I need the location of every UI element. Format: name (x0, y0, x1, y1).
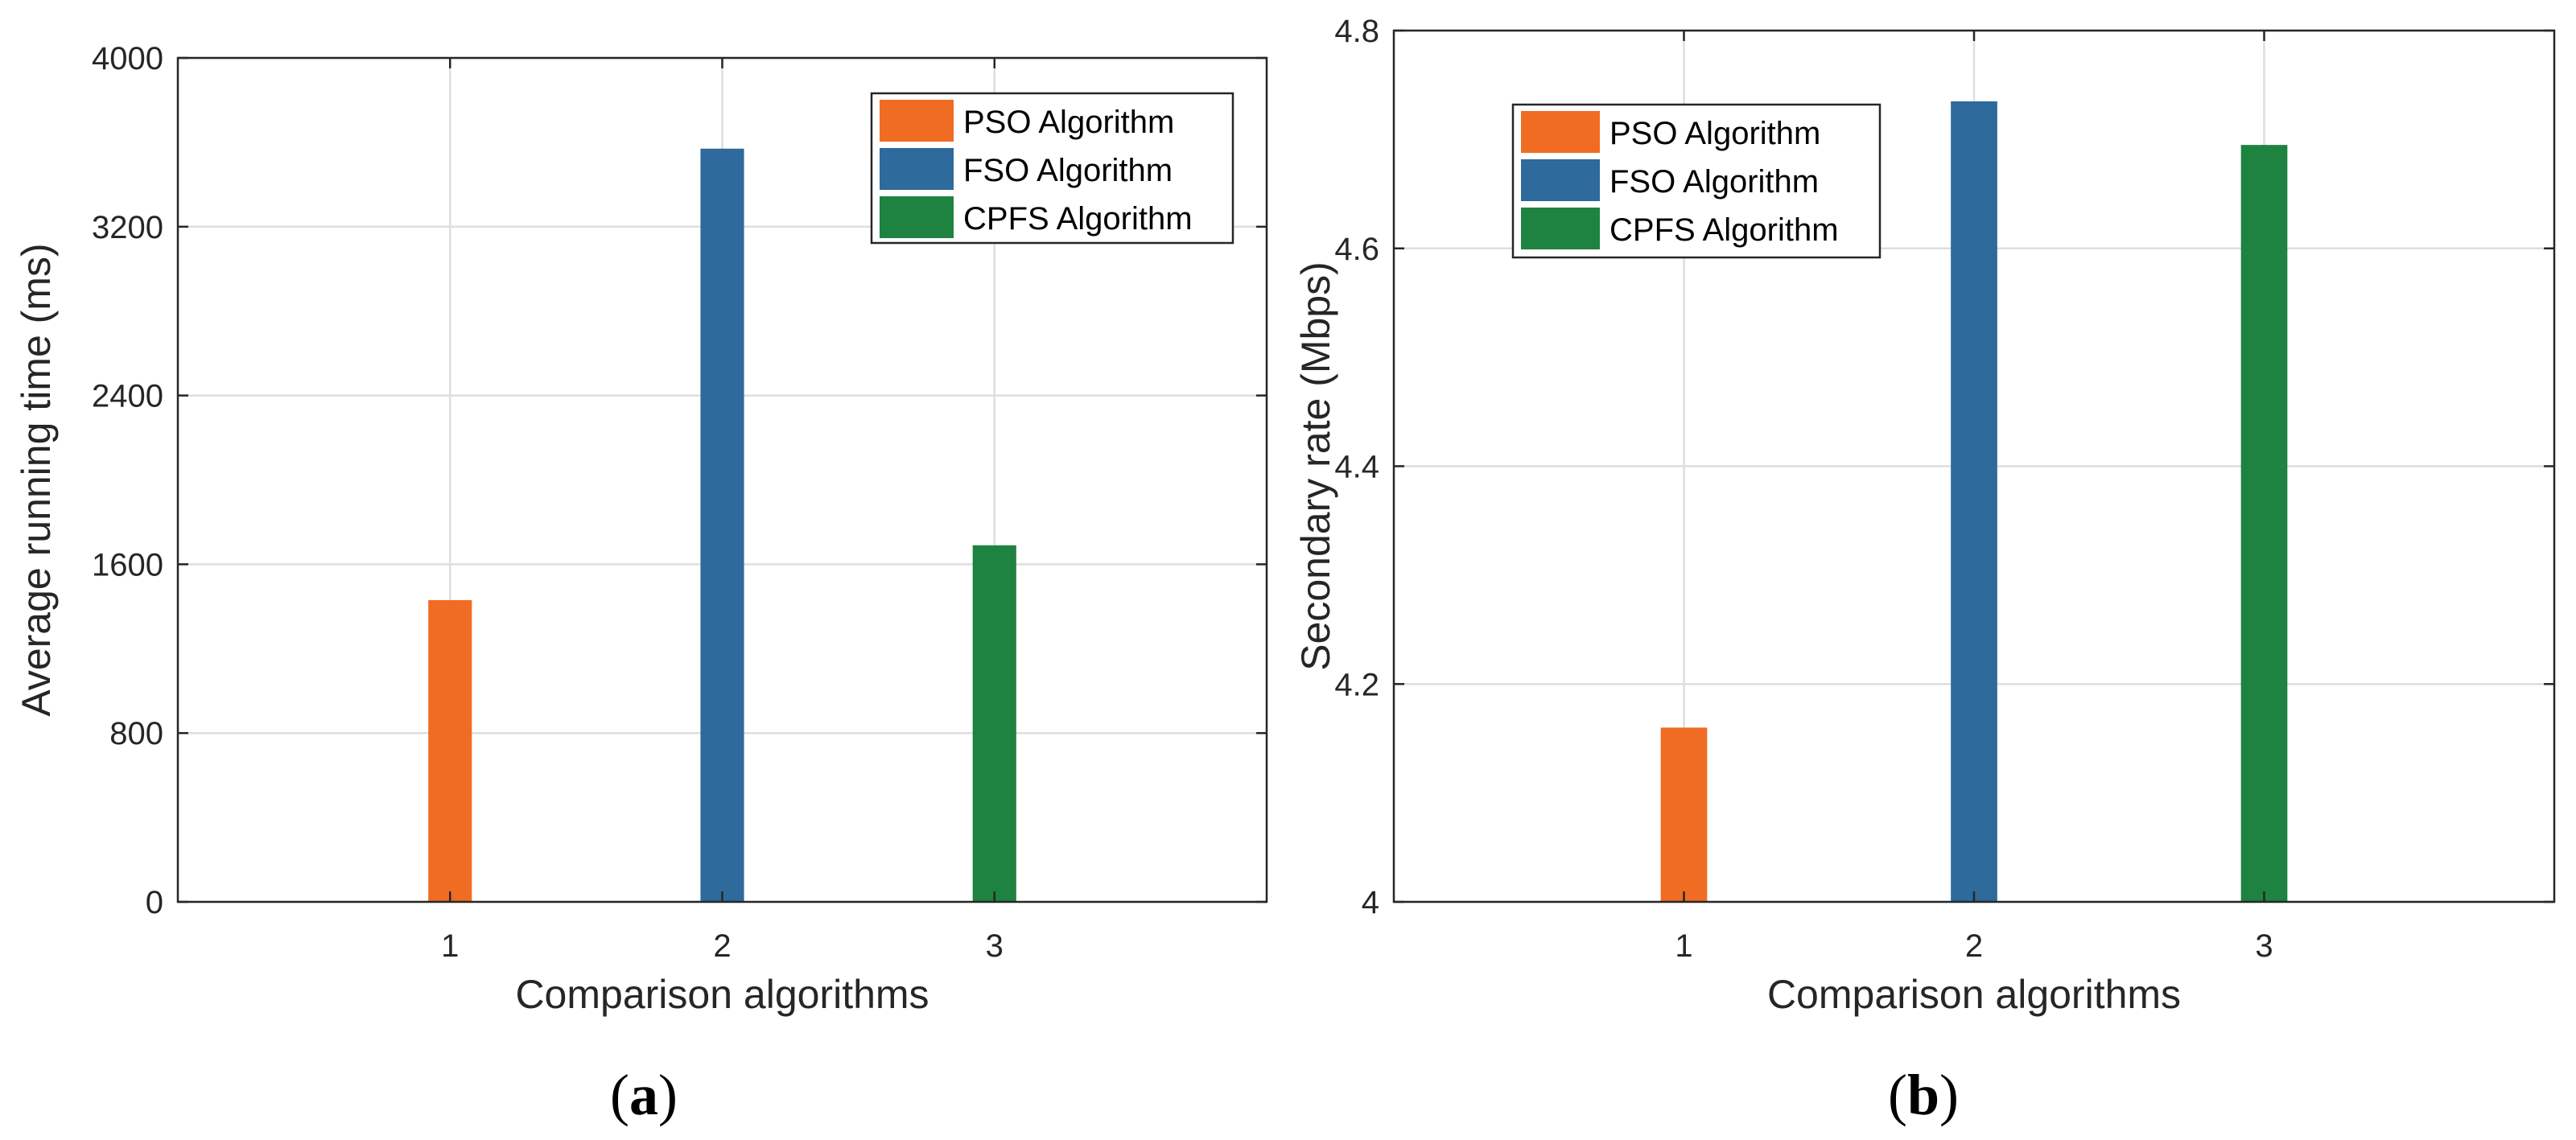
x-axis-label: Comparison algorithms (515, 972, 929, 1017)
x-tick-label: 3 (986, 928, 1004, 964)
legend: PSO Algorithm FSO Algorithm CPFS Algorithm (1511, 103, 1882, 259)
legend-swatch (1521, 208, 1600, 249)
legend-entry: PSO Algorithm (1609, 116, 1820, 151)
legend: PSO Algorithm FSO Algorithm CPFS Algorithm (870, 92, 1234, 245)
chart-panel-b: 4 4.2 4.4 4.6 4.8 1 2 3 Comparison algorithms Sec… (1293, 14, 2556, 1127)
bar-cpfs (2240, 145, 2288, 903)
y-tick-label: 0 (146, 885, 163, 920)
legend-entry: FSO Algorithm (1609, 164, 1819, 200)
y-axis-label: Average running time (ms) (14, 243, 59, 716)
legend-entry: FSO Algorithm (963, 153, 1173, 188)
legend-swatch (880, 196, 954, 238)
chart-panel-a: 0 800 1600 2400 3200 4000 1 2 3 Comparison algori… (14, 41, 1268, 1127)
y-tick-label: 4 (1362, 885, 1379, 920)
x-tick-label: 3 (2255, 928, 2273, 964)
y-tick-label: 800 (109, 716, 163, 751)
panel-label: (a) (610, 1063, 678, 1127)
x-tick-label: 1 (1675, 928, 1692, 964)
x-tick-label: 2 (1965, 928, 1983, 964)
y-tick-label: 4000 (92, 41, 163, 76)
bar-fso (1951, 101, 1997, 902)
x-tick-label: 2 (713, 928, 731, 964)
y-axis-label: Secondary rate (Mbps) (1293, 261, 1338, 671)
y-tick-label: 4.4 (1334, 450, 1379, 485)
legend-swatch (1521, 159, 1600, 201)
x-tick-label: 1 (441, 928, 459, 964)
bar-fso (700, 148, 744, 902)
y-tick-label: 4.2 (1334, 667, 1379, 702)
y-tick-label: 1600 (92, 547, 163, 582)
bar-pso (428, 599, 472, 902)
legend-entry: CPFS Algorithm (963, 201, 1193, 237)
y-tick-label: 4.6 (1334, 232, 1379, 267)
legend-swatch (880, 100, 954, 142)
panel-label: (b) (1888, 1063, 1959, 1127)
legend-swatch (880, 148, 954, 190)
y-tick-label: 4.8 (1334, 14, 1379, 49)
y-tick-label: 3200 (92, 210, 163, 245)
bar-cpfs (972, 545, 1016, 902)
x-axis-label: Comparison algorithms (1767, 972, 2181, 1017)
bar-pso (1660, 727, 1708, 902)
legend-entry: PSO Algorithm (963, 105, 1174, 140)
legend-swatch (1521, 111, 1600, 153)
y-tick-label: 2400 (92, 379, 163, 414)
legend-entry: CPFS Algorithm (1609, 212, 1839, 248)
